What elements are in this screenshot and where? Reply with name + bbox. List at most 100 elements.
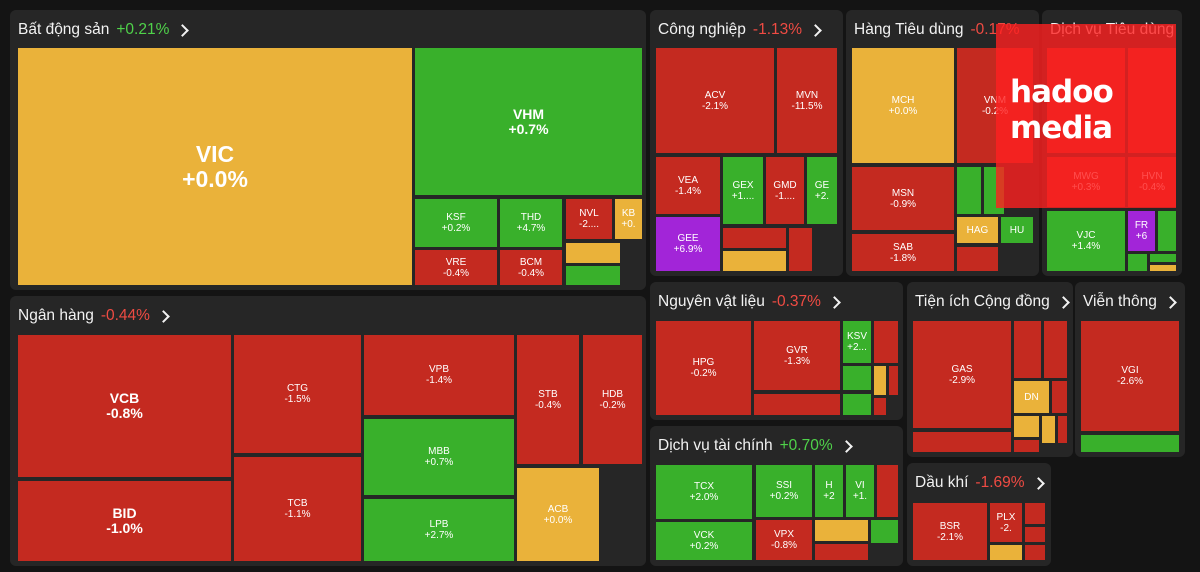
stock-tile[interactable]: [957, 167, 981, 214]
stock-tile-gas[interactable]: GAS -2.9%: [913, 321, 1011, 428]
stock-tile[interactable]: [874, 321, 898, 363]
stock-tile-mbb[interactable]: MBB +0.7%: [364, 419, 514, 495]
stock-tile[interactable]: [815, 544, 868, 560]
stock-tile-nvl[interactable]: NVL -2....: [566, 199, 612, 239]
stock-tile[interactable]: [913, 432, 1011, 452]
stock-tile-fr[interactable]: FR +6: [1128, 211, 1155, 251]
stock-tile[interactable]: [789, 228, 812, 271]
stock-tile-acb[interactable]: ACB +0.0%: [517, 468, 599, 561]
stock-tile-mch[interactable]: MCH +0.0%: [852, 48, 954, 163]
stock-tile-h[interactable]: H +2: [815, 465, 843, 517]
stock-tile-gex[interactable]: GEX +1....: [723, 157, 763, 224]
stock-tile-hpg[interactable]: HPG -0.2%: [656, 321, 751, 415]
sector-header-vien-thong[interactable]: Viễn thông: [1083, 291, 1177, 313]
stock-tile[interactable]: [843, 394, 871, 415]
stock-change: -2.1%: [936, 531, 964, 543]
sector-header-dich-vu-tai-chinh[interactable]: Dịch vụ tài chính +0.70%: [658, 435, 853, 457]
stock-tile-bsr[interactable]: BSR -2.1%: [913, 503, 987, 560]
stock-tile-hag[interactable]: HAG: [957, 217, 998, 243]
stock-tile-gvr[interactable]: GVR -1.3%: [754, 321, 840, 390]
stock-tile-stb[interactable]: STB -0.4%: [517, 335, 579, 464]
stock-tile[interactable]: [957, 247, 998, 271]
stock-tile[interactable]: [843, 366, 871, 390]
stock-tile-tcx[interactable]: TCX +2.0%: [656, 465, 752, 519]
stock-tile-hu[interactable]: HU: [1001, 217, 1033, 243]
stock-tile-ksf[interactable]: KSF +0.2%: [415, 199, 497, 247]
sector-header-hang-tieu-dung[interactable]: Hàng Tiêu dùng -0.17%: [854, 19, 1020, 41]
sector-header-tien-ich-cong-dong[interactable]: Tiện ích Cộng đồng: [915, 291, 1070, 313]
stock-tile-vi[interactable]: VI +1.: [846, 465, 874, 517]
stock-tile-dn[interactable]: DN: [1014, 381, 1049, 413]
stock-tile[interactable]: [874, 366, 886, 395]
stock-tile[interactable]: [1044, 321, 1067, 378]
stock-tile[interactable]: [1025, 527, 1045, 542]
stock-tile[interactable]: [1081, 435, 1179, 452]
stock-tile-bcm[interactable]: BCM -0.4%: [500, 250, 562, 285]
stock-tile[interactable]: [1150, 254, 1176, 262]
stock-tile[interactable]: [1014, 321, 1041, 378]
stock-change: -0.8%: [770, 540, 798, 551]
stock-tile-acv[interactable]: ACV -2.1%: [656, 48, 774, 153]
stock-tile[interactable]: [1150, 265, 1176, 271]
stock-tile[interactable]: [1025, 545, 1045, 560]
stock-tile-vck[interactable]: VCK +0.2%: [656, 522, 752, 560]
stock-tile-ctg[interactable]: CTG -1.5%: [234, 335, 361, 453]
stock-tile-lpb[interactable]: LPB +2.7%: [364, 499, 514, 561]
stock-tile[interactable]: [1042, 416, 1055, 443]
stock-tile[interactable]: [566, 243, 620, 263]
stock-tile[interactable]: [1128, 254, 1147, 271]
stock-tile-vpx[interactable]: VPX -0.8%: [756, 520, 812, 560]
stock-tile-ssi[interactable]: SSI +0.2%: [756, 465, 812, 517]
stock-tile-thd[interactable]: THD +4.7%: [500, 199, 562, 247]
stock-tile-msn[interactable]: MSN -0.9%: [852, 167, 954, 230]
stock-change: +0.7%: [508, 120, 549, 137]
stock-tile-vcb[interactable]: VCB -0.8%: [18, 335, 231, 477]
stock-tile-vgi[interactable]: VGI -2.6%: [1081, 321, 1179, 431]
stock-tile-ge[interactable]: GE +2.: [807, 157, 837, 224]
stock-tile[interactable]: [1052, 381, 1067, 413]
stock-tile[interactable]: [1025, 503, 1045, 524]
stock-tile[interactable]: [723, 251, 786, 271]
stock-tile[interactable]: [889, 366, 898, 395]
stock-tile-vic[interactable]: VIC +0.0%: [18, 48, 412, 285]
stock-tile-vjc[interactable]: VJC +1.4%: [1047, 211, 1125, 271]
stock-tile-sab[interactable]: SAB -1.8%: [852, 234, 954, 271]
stock-tile-mvn[interactable]: MVN -11.5%: [777, 48, 837, 153]
stock-tile[interactable]: [1158, 211, 1176, 251]
stock-tile-tcb[interactable]: TCB -1.1%: [234, 457, 361, 561]
stock-tile-vpb[interactable]: VPB -1.4%: [364, 335, 514, 415]
stock-tile-mwg[interactable]: MWG +0.3%: [1047, 157, 1125, 207]
stock-tile[interactable]: [1058, 416, 1067, 443]
stock-tile-hvn[interactable]: HVN -0.4%: [1128, 157, 1176, 207]
stock-tile-vre[interactable]: VRE -0.4%: [415, 250, 497, 285]
stock-tile-vhm[interactable]: VHM +0.7%: [415, 48, 642, 195]
sector-header-cong-nghiep[interactable]: Công nghiệp -1.13%: [658, 19, 822, 41]
sector-header-nguyen-vat-lieu[interactable]: Nguyên vật liệu -0.37%: [658, 291, 841, 313]
stock-tile-ksv[interactable]: KSV +2...: [843, 321, 871, 363]
sector-header-dich-vu-tieu-dung[interactable]: Dịch vụ Tiêu dùng: [1050, 19, 1174, 41]
stock-tile[interactable]: [990, 545, 1022, 560]
stock-tile[interactable]: [1014, 416, 1039, 437]
stock-tile[interactable]: [1047, 48, 1125, 153]
stock-tile[interactable]: [874, 398, 886, 415]
stock-tile[interactable]: [1128, 48, 1176, 153]
stock-tile-vnm[interactable]: VNM -0.2%: [957, 48, 1033, 163]
stock-tile[interactable]: [984, 167, 1004, 214]
stock-tile-gmd[interactable]: GMD -1....: [766, 157, 804, 224]
stock-tile-vea[interactable]: VEA -1.4%: [656, 157, 720, 214]
stock-tile-plx[interactable]: PLX -2.: [990, 503, 1022, 542]
sector-header-ngan-hang[interactable]: Ngân hàng -0.44%: [18, 305, 170, 327]
stock-tile[interactable]: [877, 465, 898, 517]
stock-tile-kb[interactable]: KB +0.: [615, 199, 642, 239]
stock-tile[interactable]: [566, 266, 620, 285]
stock-tile[interactable]: [1014, 440, 1039, 452]
stock-tile[interactable]: [871, 520, 898, 543]
stock-tile-hdb[interactable]: HDB -0.2%: [583, 335, 642, 464]
sector-header-bat-dong-san[interactable]: Bất động sản +0.21%: [18, 19, 190, 41]
sector-header-dau-khi[interactable]: Dầu khí -1.69%: [915, 472, 1045, 494]
stock-tile[interactable]: [723, 228, 786, 248]
stock-tile-bid[interactable]: BID -1.0%: [18, 481, 231, 561]
stock-tile[interactable]: [815, 520, 868, 541]
stock-tile[interactable]: [754, 394, 840, 415]
stock-tile-gee[interactable]: GEE +6.9%: [656, 217, 720, 271]
